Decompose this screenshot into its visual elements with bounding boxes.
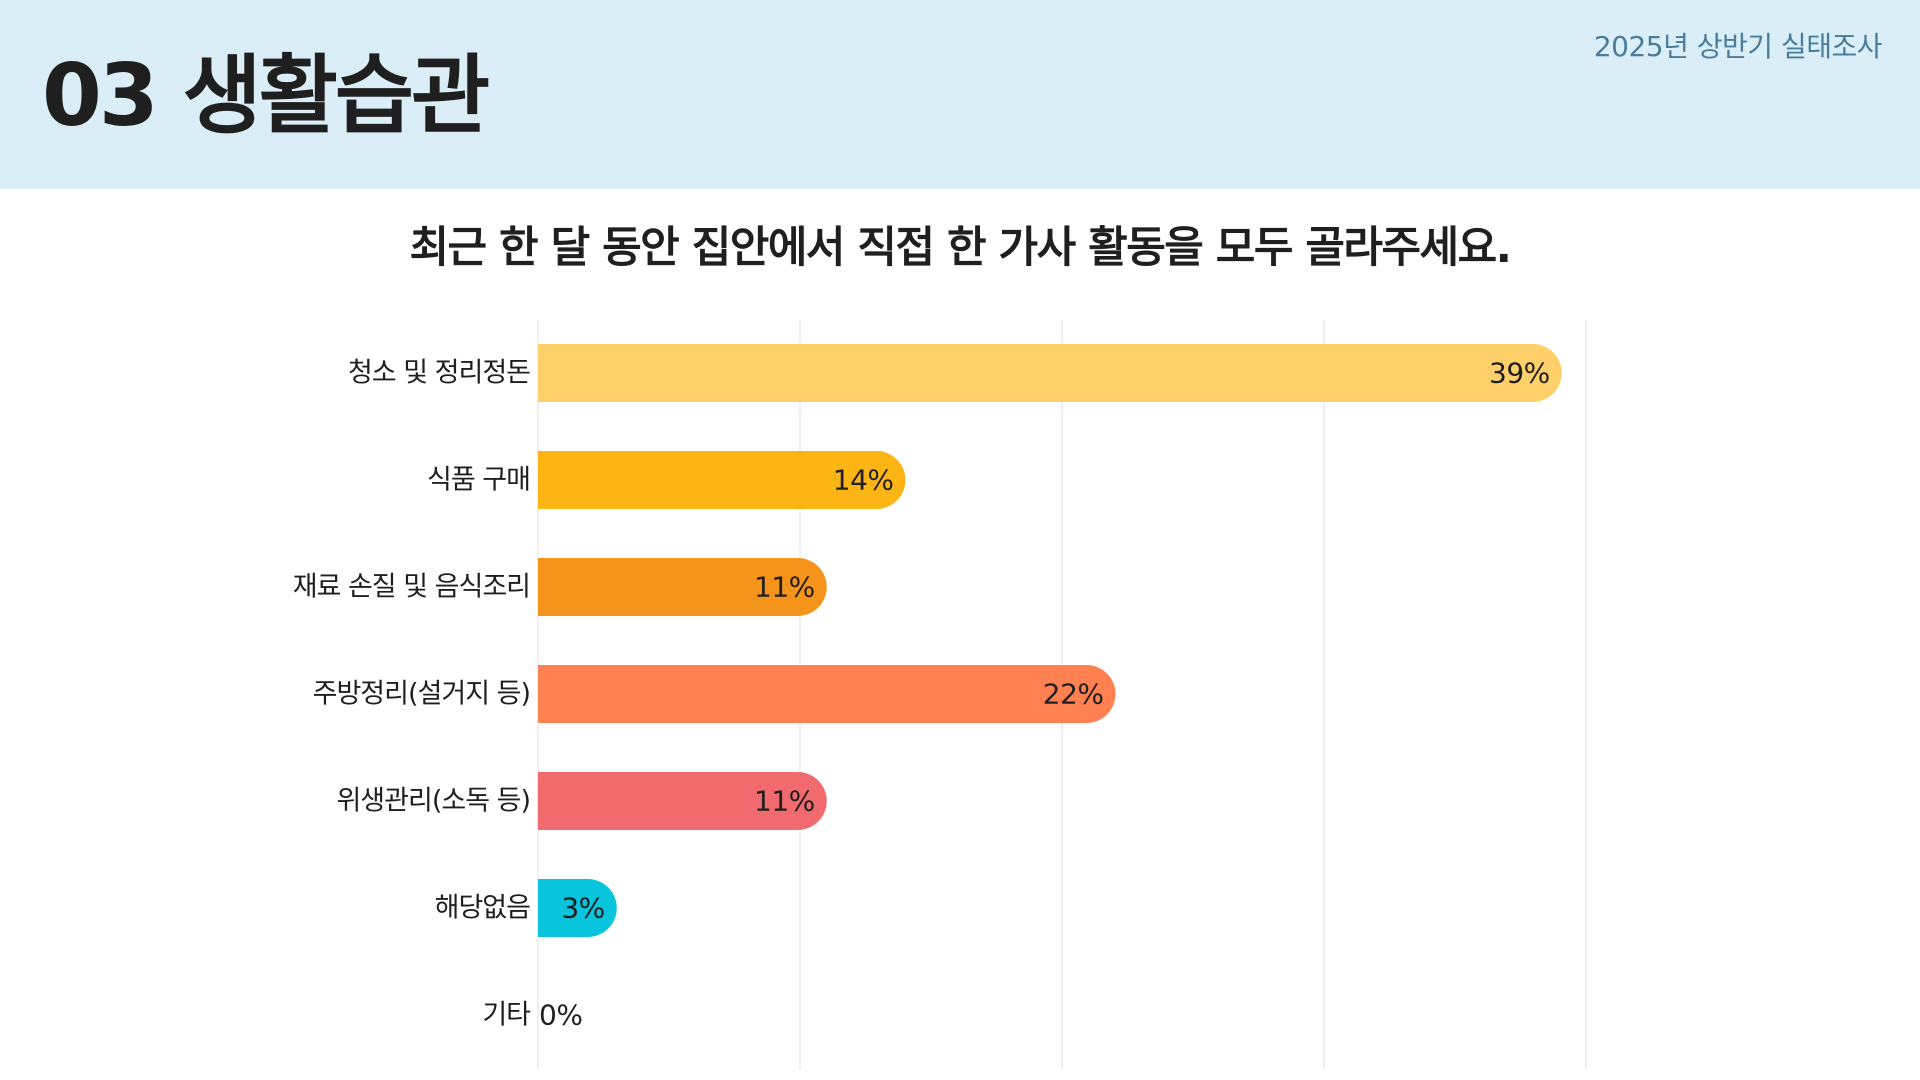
value-label-2: 11% bbox=[754, 571, 815, 604]
value-labels: 39% 14% 11% 22% 11% 3% 0% bbox=[539, 357, 1550, 1032]
section-title: 03 생활습관 bbox=[42, 46, 490, 146]
bar-5 bbox=[538, 879, 617, 937]
chart-title: 최근 한 달 동안 집안에서 직접 한 가사 활동을 모두 골라주세요. bbox=[409, 223, 1512, 273]
category-label-1: 식품 구매 bbox=[427, 465, 530, 496]
value-label-0: 39% bbox=[1489, 357, 1550, 390]
category-label-4: 위생관리(소독 등) bbox=[336, 786, 530, 817]
survey-label: 2025년 상반기 실태조사 bbox=[1593, 30, 1883, 63]
category-label-6: 기타 bbox=[482, 1000, 531, 1031]
value-label-6: 0% bbox=[539, 999, 582, 1032]
value-label-3: 22% bbox=[1043, 678, 1104, 711]
category-label-0: 청소 및 정리정돈 bbox=[348, 358, 530, 389]
category-label-2: 재료 손질 및 음식조리 bbox=[293, 572, 530, 603]
value-label-4: 11% bbox=[754, 785, 815, 818]
bar-4 bbox=[538, 772, 827, 830]
value-label-1: 14% bbox=[833, 464, 894, 497]
category-label-5: 해당없음 bbox=[435, 893, 531, 924]
value-label-5: 3% bbox=[561, 892, 604, 925]
category-label-3: 주방정리(설거지 등) bbox=[313, 679, 530, 710]
bar-3 bbox=[538, 665, 1116, 723]
bar-2 bbox=[538, 558, 827, 616]
header-banner: 03 생활습관 2025년 상반기 실태조사 bbox=[0, 0, 1920, 189]
bar-1 bbox=[538, 451, 906, 509]
bars bbox=[538, 344, 1562, 937]
bar-0 bbox=[538, 344, 1562, 402]
